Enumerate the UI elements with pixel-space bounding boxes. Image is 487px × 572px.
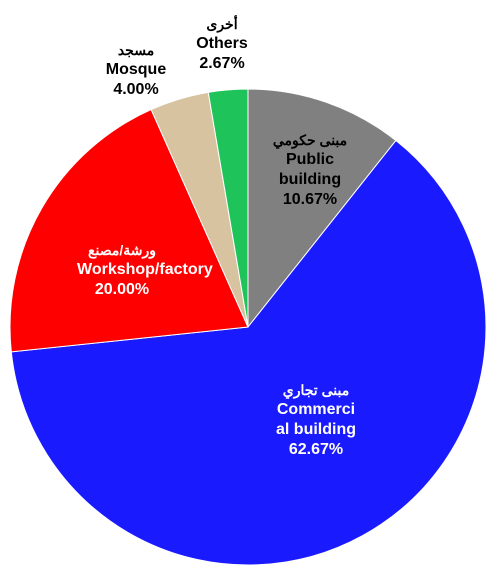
category-label: Mosque: [105, 61, 167, 78]
value-label: 2.67%: [199, 55, 245, 72]
value-label: 20.00%: [94, 281, 150, 298]
arabic-label: مبنى حكومي: [272, 132, 348, 148]
slice-label: مبنى حكومي Public building 10.67%: [265, 130, 355, 210]
category-label: Public building: [278, 151, 342, 188]
pie-slice: [10, 139, 487, 566]
arabic-label: مبنى تجاري: [282, 382, 350, 398]
pie-slice: [207, 88, 249, 328]
slice-label: مبنى تجاري Commercial building 62.67%: [276, 380, 356, 460]
pie-slice: [247, 88, 397, 329]
arabic-label: أخرى: [206, 16, 238, 32]
category-label: Others: [196, 35, 248, 52]
arabic-label: ورشة/مصنع: [88, 242, 156, 258]
slice-label: مسجد Mosque 4.00%: [91, 40, 181, 100]
value-label: 62.67%: [288, 441, 344, 458]
slice-label: أخرى Others 2.67%: [182, 14, 262, 74]
value-label: 10.67%: [282, 191, 338, 208]
category-label: Workshop/factory: [77, 261, 213, 278]
category-label: Commercial building: [276, 401, 356, 438]
pie-slice: [9, 108, 249, 353]
slice-label: ورشة/مصنع Workshop/factory 20.00%: [77, 240, 213, 300]
arabic-label: مسجد: [117, 42, 155, 58]
value-label: 4.00%: [113, 81, 159, 98]
